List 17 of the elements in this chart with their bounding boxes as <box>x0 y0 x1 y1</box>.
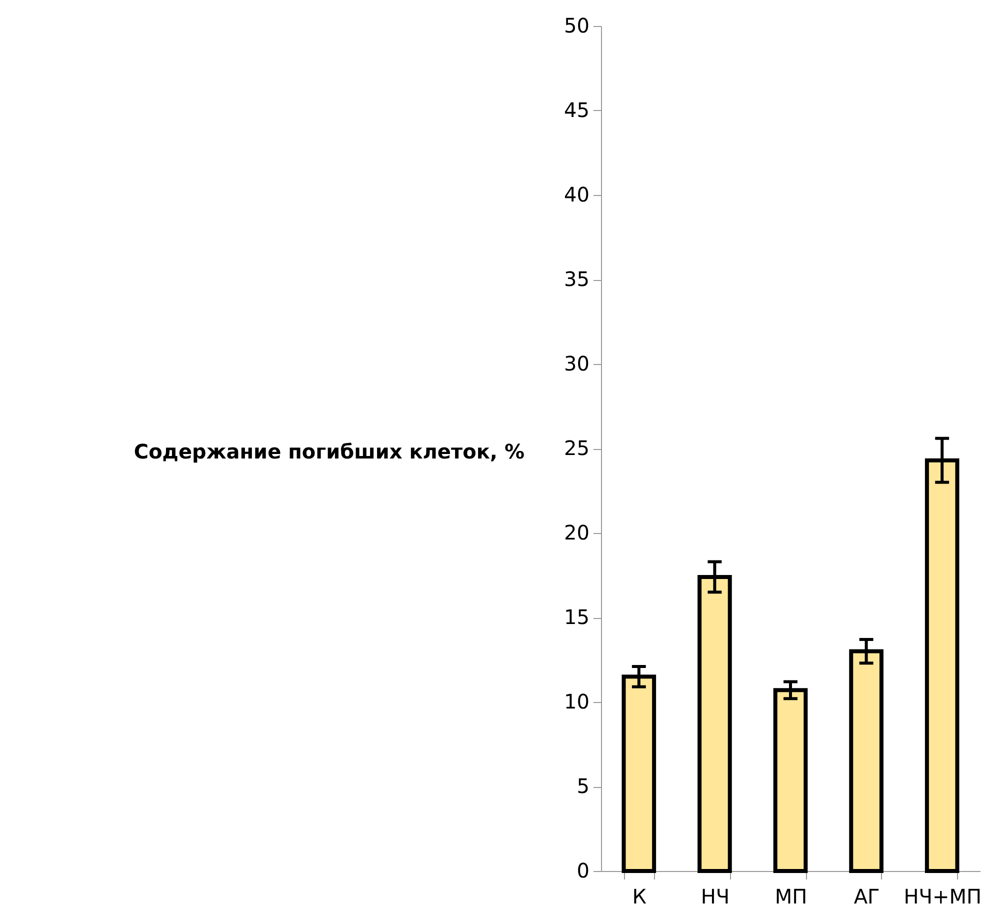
y-tick-label: 40 <box>564 182 590 206</box>
x-tick-label: К <box>632 884 646 908</box>
y-tick-label: 10 <box>564 690 590 714</box>
y-tick-label: 25 <box>564 436 590 460</box>
y-tick-label: 0 <box>576 858 590 882</box>
x-tick-label: МП <box>774 884 808 908</box>
x-tick-label: АГ <box>854 884 880 908</box>
y-tick-label: 45 <box>564 98 590 122</box>
y-tick-label: 5 <box>576 774 590 798</box>
y-tick-label: 30 <box>564 352 590 376</box>
y-axis-title: Содержание погибших клеток, % <box>134 440 524 464</box>
x-tick-label: НЧ+МП <box>904 884 982 908</box>
y-tick-label: 20 <box>564 520 590 544</box>
x-tick-label: НЧ <box>700 884 730 908</box>
y-tick-label: 50 <box>564 14 590 38</box>
y-tick-label: 15 <box>564 605 590 629</box>
y-tick-label: 35 <box>564 267 590 291</box>
